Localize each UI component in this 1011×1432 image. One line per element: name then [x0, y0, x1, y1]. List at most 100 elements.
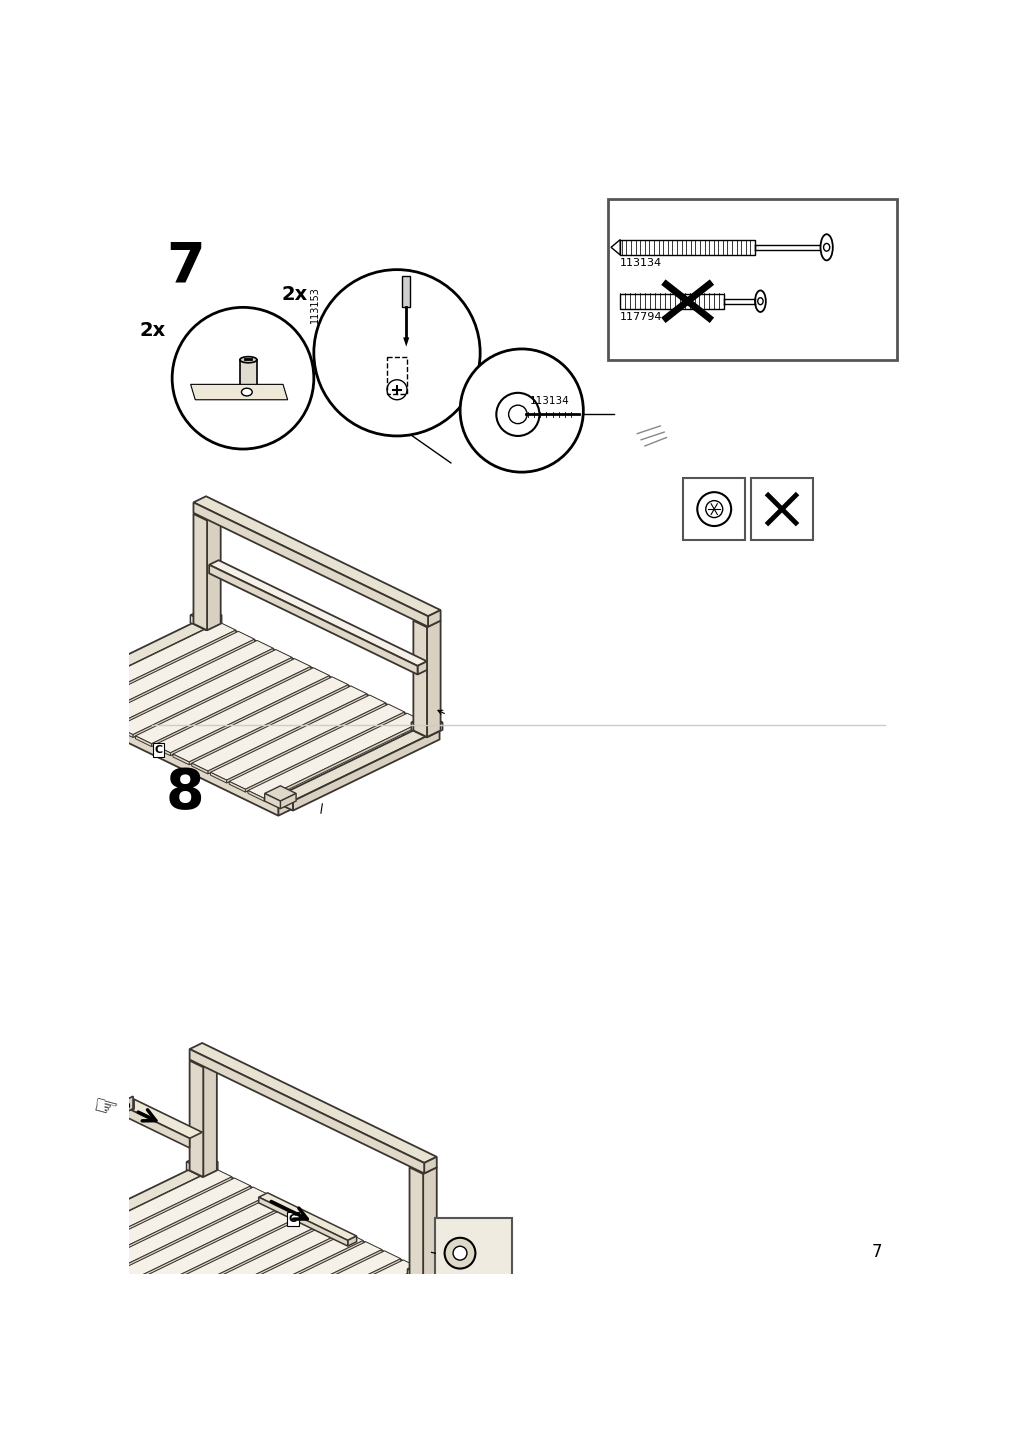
Circle shape	[495, 392, 539, 435]
Polygon shape	[121, 1106, 189, 1148]
Polygon shape	[261, 1333, 292, 1348]
Circle shape	[444, 1237, 475, 1269]
Polygon shape	[173, 677, 348, 762]
Polygon shape	[60, 686, 75, 702]
Polygon shape	[292, 730, 439, 811]
Polygon shape	[204, 1240, 363, 1320]
Polygon shape	[75, 1179, 251, 1263]
Polygon shape	[68, 1170, 214, 1250]
Polygon shape	[407, 1269, 423, 1285]
Polygon shape	[209, 564, 418, 674]
Bar	[435, 1217, 512, 1289]
Polygon shape	[427, 722, 442, 737]
Polygon shape	[229, 782, 245, 792]
Polygon shape	[248, 790, 264, 800]
Polygon shape	[77, 630, 236, 710]
Ellipse shape	[823, 243, 829, 251]
Polygon shape	[289, 1276, 436, 1358]
Polygon shape	[207, 514, 220, 630]
Polygon shape	[169, 1300, 185, 1312]
Polygon shape	[222, 1250, 381, 1330]
Polygon shape	[148, 1213, 306, 1293]
Polygon shape	[276, 1270, 436, 1348]
Polygon shape	[264, 722, 423, 800]
Polygon shape	[423, 1167, 437, 1283]
Polygon shape	[116, 727, 132, 737]
Polygon shape	[193, 503, 428, 627]
Polygon shape	[172, 1220, 318, 1300]
Polygon shape	[206, 1242, 381, 1327]
Polygon shape	[210, 772, 226, 783]
Polygon shape	[61, 699, 77, 710]
Polygon shape	[39, 1233, 56, 1249]
Polygon shape	[160, 1214, 318, 1290]
Ellipse shape	[240, 357, 257, 362]
Polygon shape	[94, 1187, 269, 1272]
Text: 117794: 117794	[620, 312, 662, 322]
Polygon shape	[423, 1269, 439, 1285]
Polygon shape	[189, 1170, 421, 1292]
Polygon shape	[189, 1042, 437, 1163]
Polygon shape	[259, 1197, 348, 1246]
Polygon shape	[47, 687, 290, 806]
Polygon shape	[113, 1273, 128, 1285]
Polygon shape	[245, 712, 404, 792]
Bar	[750, 478, 812, 540]
Polygon shape	[190, 607, 221, 623]
Polygon shape	[410, 715, 442, 730]
Polygon shape	[60, 617, 218, 695]
Bar	[240, 359, 257, 394]
Polygon shape	[91, 1186, 251, 1266]
Polygon shape	[42, 1240, 274, 1362]
Bar	[620, 239, 754, 255]
Polygon shape	[278, 800, 290, 816]
Polygon shape	[94, 1264, 110, 1274]
Polygon shape	[98, 640, 273, 726]
Polygon shape	[190, 384, 287, 400]
Text: C: C	[155, 745, 163, 755]
Bar	[682, 478, 744, 540]
Polygon shape	[43, 686, 60, 702]
Polygon shape	[188, 1310, 204, 1320]
Circle shape	[313, 269, 479, 435]
Polygon shape	[167, 1223, 326, 1302]
Polygon shape	[412, 620, 427, 737]
Polygon shape	[265, 793, 280, 809]
Polygon shape	[173, 755, 189, 765]
Polygon shape	[225, 1252, 400, 1336]
Polygon shape	[210, 695, 385, 780]
Bar	[608, 199, 896, 361]
Text: 8: 8	[166, 766, 204, 821]
Polygon shape	[226, 703, 385, 783]
Polygon shape	[189, 1061, 203, 1177]
Polygon shape	[110, 1194, 269, 1274]
Polygon shape	[42, 1234, 287, 1353]
Polygon shape	[189, 1163, 433, 1282]
Polygon shape	[135, 736, 152, 746]
Polygon shape	[244, 1337, 260, 1348]
Polygon shape	[193, 497, 440, 616]
Polygon shape	[409, 1161, 437, 1174]
Ellipse shape	[754, 291, 765, 312]
Polygon shape	[206, 1319, 222, 1330]
Bar	[386, 357, 406, 394]
Polygon shape	[427, 620, 440, 737]
Polygon shape	[151, 1214, 326, 1299]
Ellipse shape	[242, 388, 252, 395]
Circle shape	[460, 349, 582, 473]
Text: ☞: ☞	[89, 1091, 120, 1124]
Polygon shape	[169, 1223, 344, 1309]
Text: C: C	[288, 1214, 296, 1224]
Polygon shape	[244, 1260, 419, 1345]
Polygon shape	[191, 686, 367, 770]
Polygon shape	[79, 709, 95, 719]
Polygon shape	[348, 1236, 356, 1246]
Polygon shape	[193, 507, 220, 520]
Polygon shape	[225, 1327, 242, 1339]
Polygon shape	[39, 1226, 71, 1240]
Polygon shape	[185, 1232, 344, 1312]
Polygon shape	[186, 1161, 202, 1177]
Polygon shape	[189, 1050, 424, 1173]
Bar	[620, 294, 724, 309]
Text: 113153: 113153	[309, 286, 319, 322]
